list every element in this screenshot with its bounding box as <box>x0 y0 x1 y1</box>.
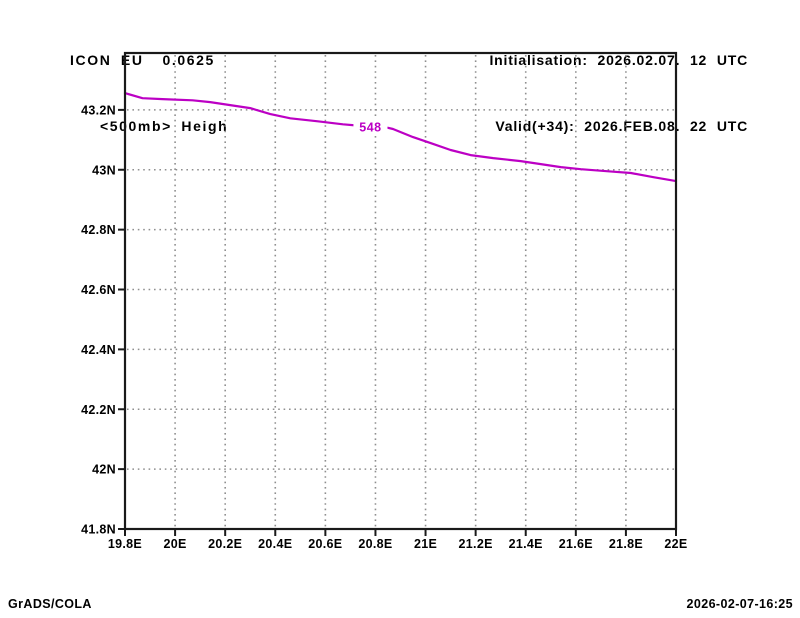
y-tick-label: 43N <box>92 163 116 177</box>
contour-line <box>386 126 678 183</box>
field-title: <500mb> Heigh <box>100 118 229 134</box>
x-tick-label: 20.6E <box>308 537 342 551</box>
contour-label-mask <box>353 118 388 136</box>
x-tick-label: 21.2E <box>459 537 493 551</box>
x-tick-label: 21.4E <box>509 537 543 551</box>
x-tick-label: 20.8E <box>358 537 392 551</box>
x-tick-label: 20.4E <box>258 537 292 551</box>
x-tick-label: 21.8E <box>609 537 643 551</box>
contour-label: 548 <box>359 121 381 135</box>
valid-time-label: Valid(+34): 2026.FEB.08. 22 UTC <box>495 118 748 134</box>
y-tick-label: 41.8N <box>81 523 116 537</box>
plot-frame <box>123 51 678 531</box>
y-tick-label: 42.8N <box>81 223 116 237</box>
render-timestamp: 2026-02-07-16:25 <box>686 597 793 611</box>
y-tick-label: 42.4N <box>81 343 116 357</box>
x-tick-label: 22E <box>664 537 687 551</box>
x-tick-label: 20.2E <box>208 537 242 551</box>
x-tick-label: 21.6E <box>559 537 593 551</box>
y-tick-label: 42N <box>92 463 116 477</box>
x-tick-label: 20E <box>164 537 187 551</box>
y-tick-label: 43.2N <box>81 103 116 117</box>
contour-line <box>123 91 357 127</box>
grads-credit: GrADS/COLA <box>8 597 92 611</box>
header-left: ICON EU 0.0625 <500mb> Heigh <box>70 5 228 181</box>
init-time-label: Initialisation: 2026.02.07. 12 UTC <box>489 52 748 68</box>
y-tick-label: 42.6N <box>81 283 116 297</box>
x-tick-label: 19.8E <box>108 537 142 551</box>
header-right: Initialisation: 2026.02.07. 12 UTC Valid… <box>489 5 748 181</box>
x-tick-label: 21E <box>414 537 437 551</box>
y-tick-label: 42.2N <box>81 403 116 417</box>
